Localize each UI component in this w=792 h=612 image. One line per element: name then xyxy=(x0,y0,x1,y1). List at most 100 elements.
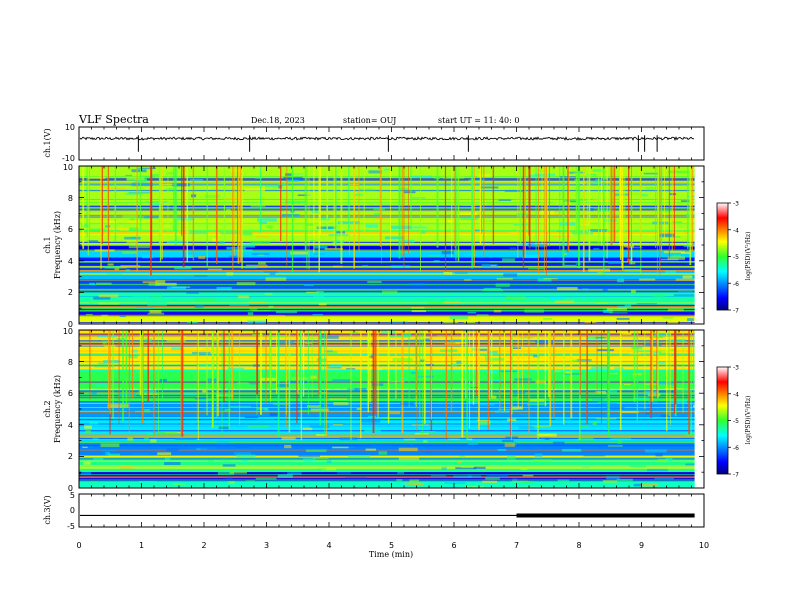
ch2-spec-sferic-59 xyxy=(650,330,653,418)
ch1-spec-sferic-57 xyxy=(192,166,195,261)
ch2-spec-tone-11 xyxy=(79,406,704,408)
ch2-spec-cell-323 xyxy=(444,486,460,488)
ch1-spec-sferic-128 xyxy=(161,166,163,260)
ch1-spec-band-3 xyxy=(79,257,704,271)
ch1-spec-sferic-80 xyxy=(603,166,605,275)
ch1-waveform-ylabel: ch.1(V) xyxy=(43,128,52,157)
ch2-spec-cell-195 xyxy=(131,349,138,353)
ch1-spec-tone-43 xyxy=(79,314,704,317)
ch1-spec-sferic-119 xyxy=(101,166,103,244)
ch1-spec-cell-132 xyxy=(408,226,427,229)
ch1-spec-cell-72 xyxy=(126,220,146,223)
ch1-spec-sferic-10 xyxy=(541,166,543,245)
ch2-spec-cell-86 xyxy=(84,425,92,429)
ch2-spec-tone-12 xyxy=(79,354,704,356)
ch1-spec-cell-330 xyxy=(636,302,657,305)
ch1-spec-cell-294 xyxy=(624,269,641,272)
ch1-spectrogram-panel: 0 2 4 6 8 10 ch.1 Frequency (kHz) xyxy=(43,163,705,329)
ch1-spec-cell-154 xyxy=(617,278,625,283)
x-tick-label-6: 6 xyxy=(451,541,456,550)
ch1-spec-cell-284 xyxy=(125,192,142,195)
ch1-spec-cell-276 xyxy=(87,176,106,180)
ch2-spec-cell-136 xyxy=(389,410,401,415)
ch2-spec-cell-369 xyxy=(93,458,104,460)
ch1-spec-tone-15 xyxy=(79,183,704,185)
ch1-spec-cell-293 xyxy=(578,185,585,188)
ch2-spec-sferic-69 xyxy=(499,330,501,413)
ch1-colorbar-tick-label-1: -4 xyxy=(733,227,739,234)
ch1-spec-sferic-63 xyxy=(326,166,329,231)
ch1-spec-cell-241 xyxy=(592,168,604,172)
x-axis-label: Time (min) xyxy=(369,550,413,559)
ch2-spec-tone-10 xyxy=(79,345,704,347)
ch2-spec-cell-67 xyxy=(143,393,158,395)
ch2-spec-cell-199 xyxy=(241,459,248,463)
ch2-spec-cell-330 xyxy=(529,398,545,402)
ch2-spec-cell-161 xyxy=(309,425,330,428)
ch2-spec-cell-377 xyxy=(228,480,235,485)
ch1-spec-cell-250 xyxy=(241,244,255,248)
ch2-spec-cell-163 xyxy=(200,446,216,450)
ch2-spectrogram-image xyxy=(79,330,704,488)
ch1-spec-cell-193 xyxy=(264,292,273,295)
ch1-spec-sferic-125 xyxy=(349,166,350,256)
ch2-spec-cell-280 xyxy=(649,335,664,338)
ch1-spec-sferic-115 xyxy=(655,166,657,248)
ch1-spec-cell-356 xyxy=(257,218,277,222)
ch1-ytick-10: 10 xyxy=(63,163,73,172)
ch1-spec-sferic-55 xyxy=(158,166,161,245)
ch1-spec-cell-98 xyxy=(152,174,160,177)
ch2-spec-cell-101 xyxy=(565,377,581,381)
ch2-spec-sferic-104 xyxy=(307,330,309,415)
ch2-spec-cell-208 xyxy=(475,358,485,361)
ch2-spec-cell-295 xyxy=(451,363,457,367)
ch1-spec-sferic-93 xyxy=(631,166,632,247)
ch2-spec-band-3 xyxy=(79,416,704,441)
ch1-spec-cell-113 xyxy=(461,203,478,207)
ch2-spec-cell-150 xyxy=(229,405,251,407)
ch1-spec-cell-137 xyxy=(582,288,589,290)
ch2-spec-cell-81 xyxy=(470,386,479,389)
ch1-spec-cell-30 xyxy=(84,228,105,232)
ch2-spec-cell-248 xyxy=(461,465,475,468)
ch1-spec-cell-89 xyxy=(187,321,198,324)
header-date: Dec.18, 2023 xyxy=(251,116,305,125)
ch1-spec-cell-198 xyxy=(204,194,221,198)
ch1-spec-tone-54 xyxy=(79,304,704,307)
ch1-spec-sferic-44 xyxy=(313,166,315,253)
ch2-spec-cell-226 xyxy=(255,477,277,480)
ch2-spec-cell-329 xyxy=(398,483,409,487)
ch1-spec-cell-202 xyxy=(166,286,186,290)
ch2-spec-sferic-54 xyxy=(139,330,142,396)
ch1-spec-sferic-39 xyxy=(318,166,320,273)
ch2-spec-cell-222 xyxy=(668,339,687,343)
ch1-spec-sferic-35 xyxy=(335,166,337,249)
ch2-colorbar-ticks: -3 -4 -5 -6 -7 xyxy=(728,365,739,479)
ch1-spec-cell-11 xyxy=(250,205,266,207)
ch2-spec-cell-177 xyxy=(609,372,618,375)
ch1-spec-cell-367 xyxy=(176,218,195,221)
ch1-colorbar-tick-label-3: -6 xyxy=(733,281,739,288)
ch1-spec-sferic-97 xyxy=(575,166,578,234)
ch2-spec-cell-112 xyxy=(85,430,91,433)
ch1-spec-cell-96 xyxy=(246,264,268,268)
ch2-spec-sferic-80 xyxy=(300,330,302,441)
ch1-spec-cell-54 xyxy=(449,316,469,320)
ch1-spec-cell-20 xyxy=(672,231,685,234)
ch2-spec-cell-286 xyxy=(321,392,327,394)
ch1-spec-tone-46 xyxy=(79,214,704,217)
ch2-spec-sferic-103 xyxy=(465,330,467,399)
ch1-spec-tone-41 xyxy=(79,307,704,310)
ch1-spec-cell-181 xyxy=(656,209,673,212)
ch2-spec-cell-167 xyxy=(518,426,535,430)
ch2-spec-cell-318 xyxy=(310,375,317,379)
ch2-spec-sferic-79 xyxy=(197,330,199,441)
ch2-spec-cell-55 xyxy=(606,476,620,480)
ch1-spec-cell-93 xyxy=(98,302,120,305)
ch1-spec-sferic-38 xyxy=(236,166,238,250)
ch1-spec-sferic-64 xyxy=(401,166,403,256)
ch2-spec-sferic-13 xyxy=(265,330,267,405)
header-station: station= OUJ xyxy=(343,116,396,125)
ch2-spec-cell-301 xyxy=(660,414,669,418)
ch1-spec-tone-45 xyxy=(79,231,704,234)
